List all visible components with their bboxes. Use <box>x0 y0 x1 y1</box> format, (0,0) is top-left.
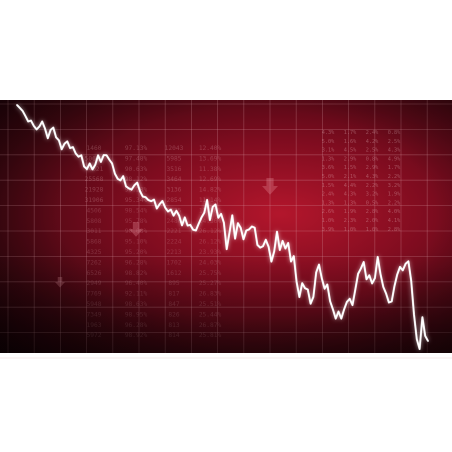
chart-bottom-fade <box>0 100 452 353</box>
series-line <box>16 104 429 350</box>
chart-series <box>16 104 429 351</box>
